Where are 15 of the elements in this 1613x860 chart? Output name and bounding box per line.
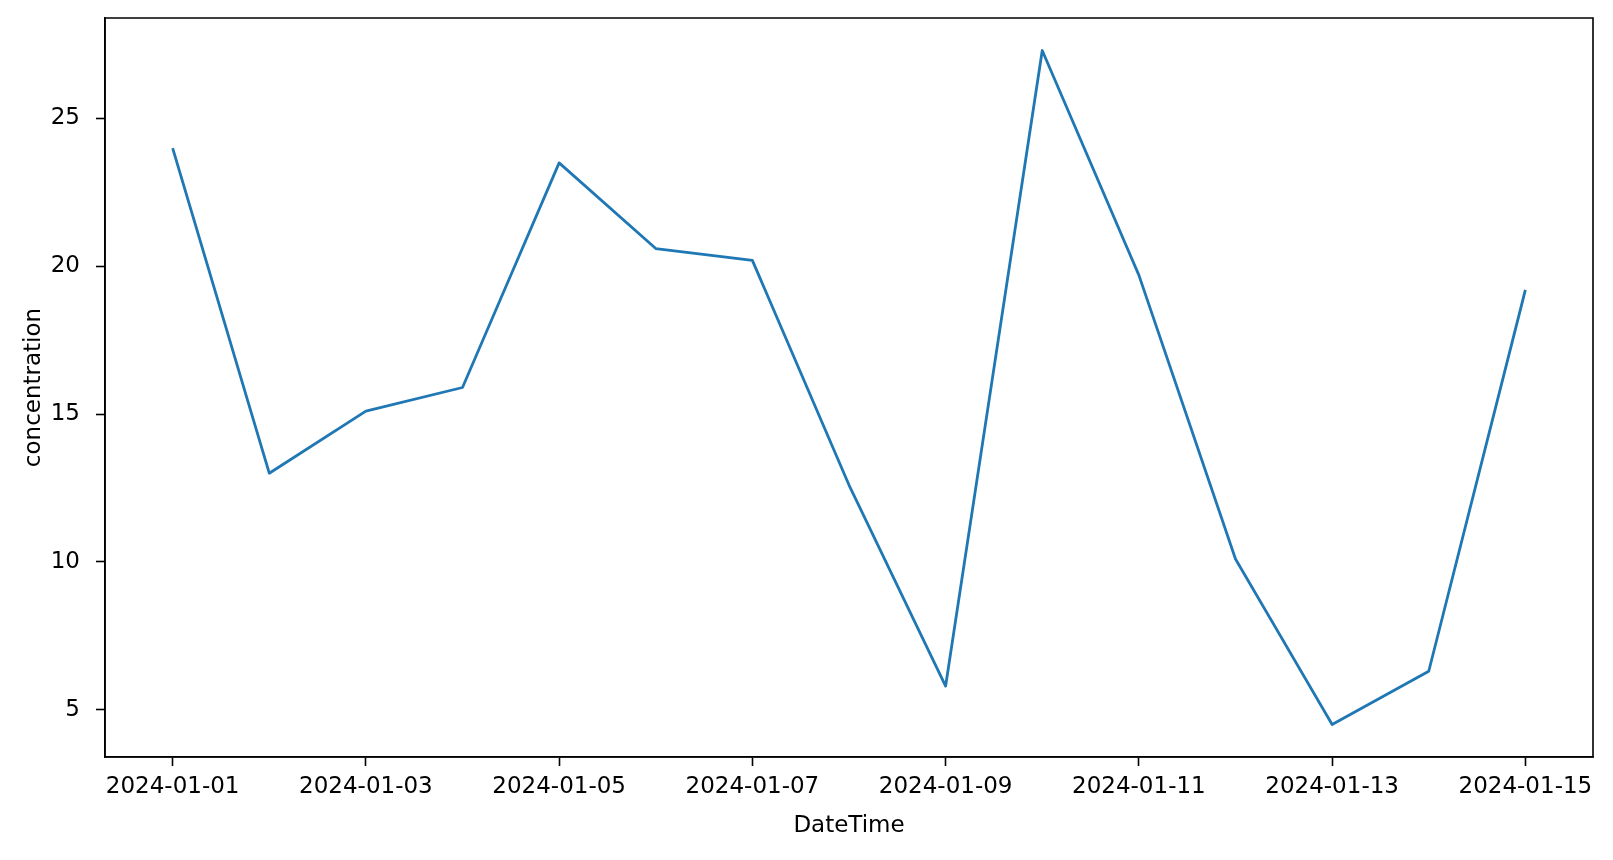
y-tick-label: 10	[50, 546, 80, 573]
x-tick-label: 2024-01-01	[105, 771, 240, 798]
x-tick-label: 2024-01-07	[685, 771, 820, 798]
x-tick-label: 2024-01-03	[299, 771, 433, 798]
x-tick-label: 2024-01-15	[1458, 771, 1593, 798]
y-tick-label: 25	[50, 103, 80, 130]
x-tick-label: 2024-01-13	[1265, 771, 1399, 798]
x-axis-title: DateTime	[793, 811, 905, 838]
x-tick-label: 2024-01-11	[1072, 771, 1206, 798]
x-tick-label: 2024-01-09	[878, 771, 1013, 798]
x-tick-label: 2024-01-05	[492, 771, 626, 798]
y-tick-label: 5	[65, 694, 80, 721]
y-tick-label: 20	[50, 251, 80, 278]
y-tick-label: 15	[50, 399, 80, 426]
y-axis-title: concentration	[18, 307, 45, 468]
